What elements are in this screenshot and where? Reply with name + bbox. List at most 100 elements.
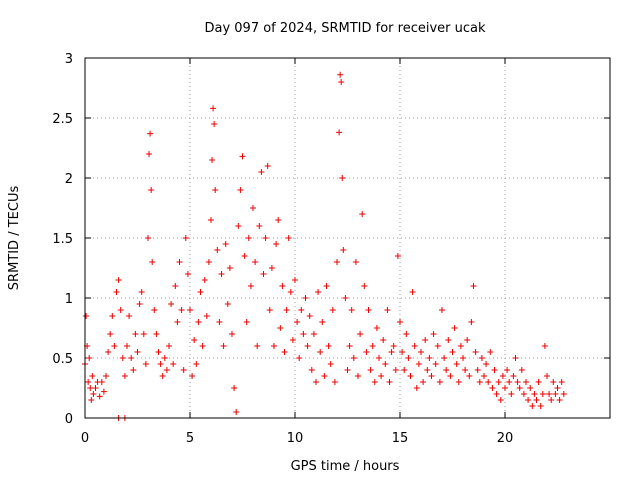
data-point bbox=[109, 313, 116, 319]
data-point bbox=[306, 313, 313, 319]
data-point bbox=[399, 349, 406, 355]
data-point bbox=[138, 289, 145, 295]
data-point bbox=[420, 379, 427, 385]
data-point bbox=[149, 259, 156, 265]
data-point bbox=[92, 385, 99, 391]
data-point bbox=[176, 259, 183, 265]
data-point bbox=[336, 129, 343, 136]
x-tick-label: 20 bbox=[497, 431, 514, 446]
data-point bbox=[208, 217, 214, 223]
y-tick-label: 0 bbox=[65, 412, 73, 427]
data-point bbox=[560, 391, 567, 397]
data-point bbox=[489, 385, 496, 391]
data-point bbox=[304, 343, 311, 349]
y-tick-label: 1.5 bbox=[52, 232, 73, 247]
data-point bbox=[455, 379, 462, 385]
data-point bbox=[327, 361, 334, 367]
data-point bbox=[516, 385, 523, 391]
data-point bbox=[86, 355, 93, 361]
data-point bbox=[277, 325, 284, 331]
data-point bbox=[254, 343, 261, 349]
data-point bbox=[359, 211, 366, 217]
data-point bbox=[275, 217, 282, 223]
data-point bbox=[115, 277, 122, 283]
x-tick-label: 0 bbox=[81, 431, 89, 446]
data-point bbox=[145, 235, 151, 241]
data-point bbox=[415, 361, 422, 367]
data-point bbox=[147, 130, 154, 137]
data-point bbox=[525, 397, 532, 403]
data-point bbox=[355, 373, 361, 379]
y-tick-label: 3 bbox=[65, 52, 73, 67]
data-point bbox=[447, 373, 454, 379]
data-point bbox=[155, 349, 162, 355]
data-point bbox=[319, 319, 326, 325]
data-point bbox=[346, 343, 353, 349]
data-point bbox=[247, 283, 254, 289]
data-point bbox=[409, 289, 416, 295]
data-point bbox=[434, 343, 441, 349]
data-point bbox=[128, 355, 135, 361]
data-point bbox=[371, 379, 378, 385]
data-point bbox=[262, 235, 269, 241]
data-point bbox=[548, 397, 555, 403]
data-point bbox=[126, 313, 133, 319]
data-point bbox=[388, 349, 395, 355]
data-point bbox=[363, 349, 370, 355]
data-point bbox=[287, 289, 294, 295]
data-point bbox=[140, 331, 147, 337]
data-point bbox=[504, 367, 511, 373]
data-point bbox=[514, 379, 521, 385]
data-point bbox=[233, 409, 240, 415]
data-point bbox=[283, 307, 290, 313]
data-point bbox=[241, 253, 248, 259]
data-point bbox=[174, 319, 181, 325]
data-point bbox=[103, 373, 109, 379]
data-point bbox=[430, 331, 437, 337]
data-point bbox=[96, 393, 103, 400]
data-point bbox=[124, 343, 130, 349]
data-point bbox=[136, 301, 143, 307]
data-point bbox=[180, 367, 187, 373]
data-point bbox=[373, 325, 380, 331]
data-point bbox=[218, 271, 225, 277]
data-point bbox=[546, 391, 553, 397]
data-point bbox=[476, 379, 483, 385]
data-point bbox=[231, 385, 238, 391]
data-point bbox=[523, 379, 529, 385]
data-point bbox=[212, 187, 219, 193]
points-layer bbox=[82, 71, 567, 421]
data-point bbox=[151, 307, 158, 313]
data-point bbox=[460, 355, 466, 361]
data-point bbox=[302, 295, 309, 301]
data-point bbox=[142, 361, 149, 367]
data-point bbox=[89, 373, 96, 379]
data-point bbox=[478, 355, 485, 361]
data-point bbox=[195, 319, 202, 325]
data-point bbox=[403, 331, 410, 337]
data-point bbox=[558, 379, 565, 385]
data-point bbox=[436, 379, 443, 385]
data-point bbox=[493, 391, 500, 397]
data-point bbox=[340, 247, 347, 253]
data-point bbox=[264, 163, 271, 169]
data-point bbox=[470, 283, 477, 289]
data-point bbox=[510, 373, 517, 379]
data-point bbox=[472, 349, 479, 355]
data-point bbox=[491, 367, 498, 373]
data-point bbox=[159, 373, 166, 379]
data-point bbox=[172, 283, 179, 289]
data-point bbox=[271, 343, 277, 349]
data-point bbox=[85, 379, 92, 385]
data-point bbox=[187, 307, 193, 313]
data-point bbox=[466, 373, 473, 379]
data-point bbox=[184, 271, 191, 277]
data-point bbox=[205, 259, 212, 265]
data-point bbox=[407, 373, 414, 379]
data-point bbox=[445, 337, 452, 343]
data-point bbox=[394, 253, 401, 259]
data-point bbox=[239, 153, 246, 160]
data-point bbox=[203, 313, 210, 319]
data-point bbox=[226, 265, 233, 271]
data-point bbox=[201, 277, 208, 283]
